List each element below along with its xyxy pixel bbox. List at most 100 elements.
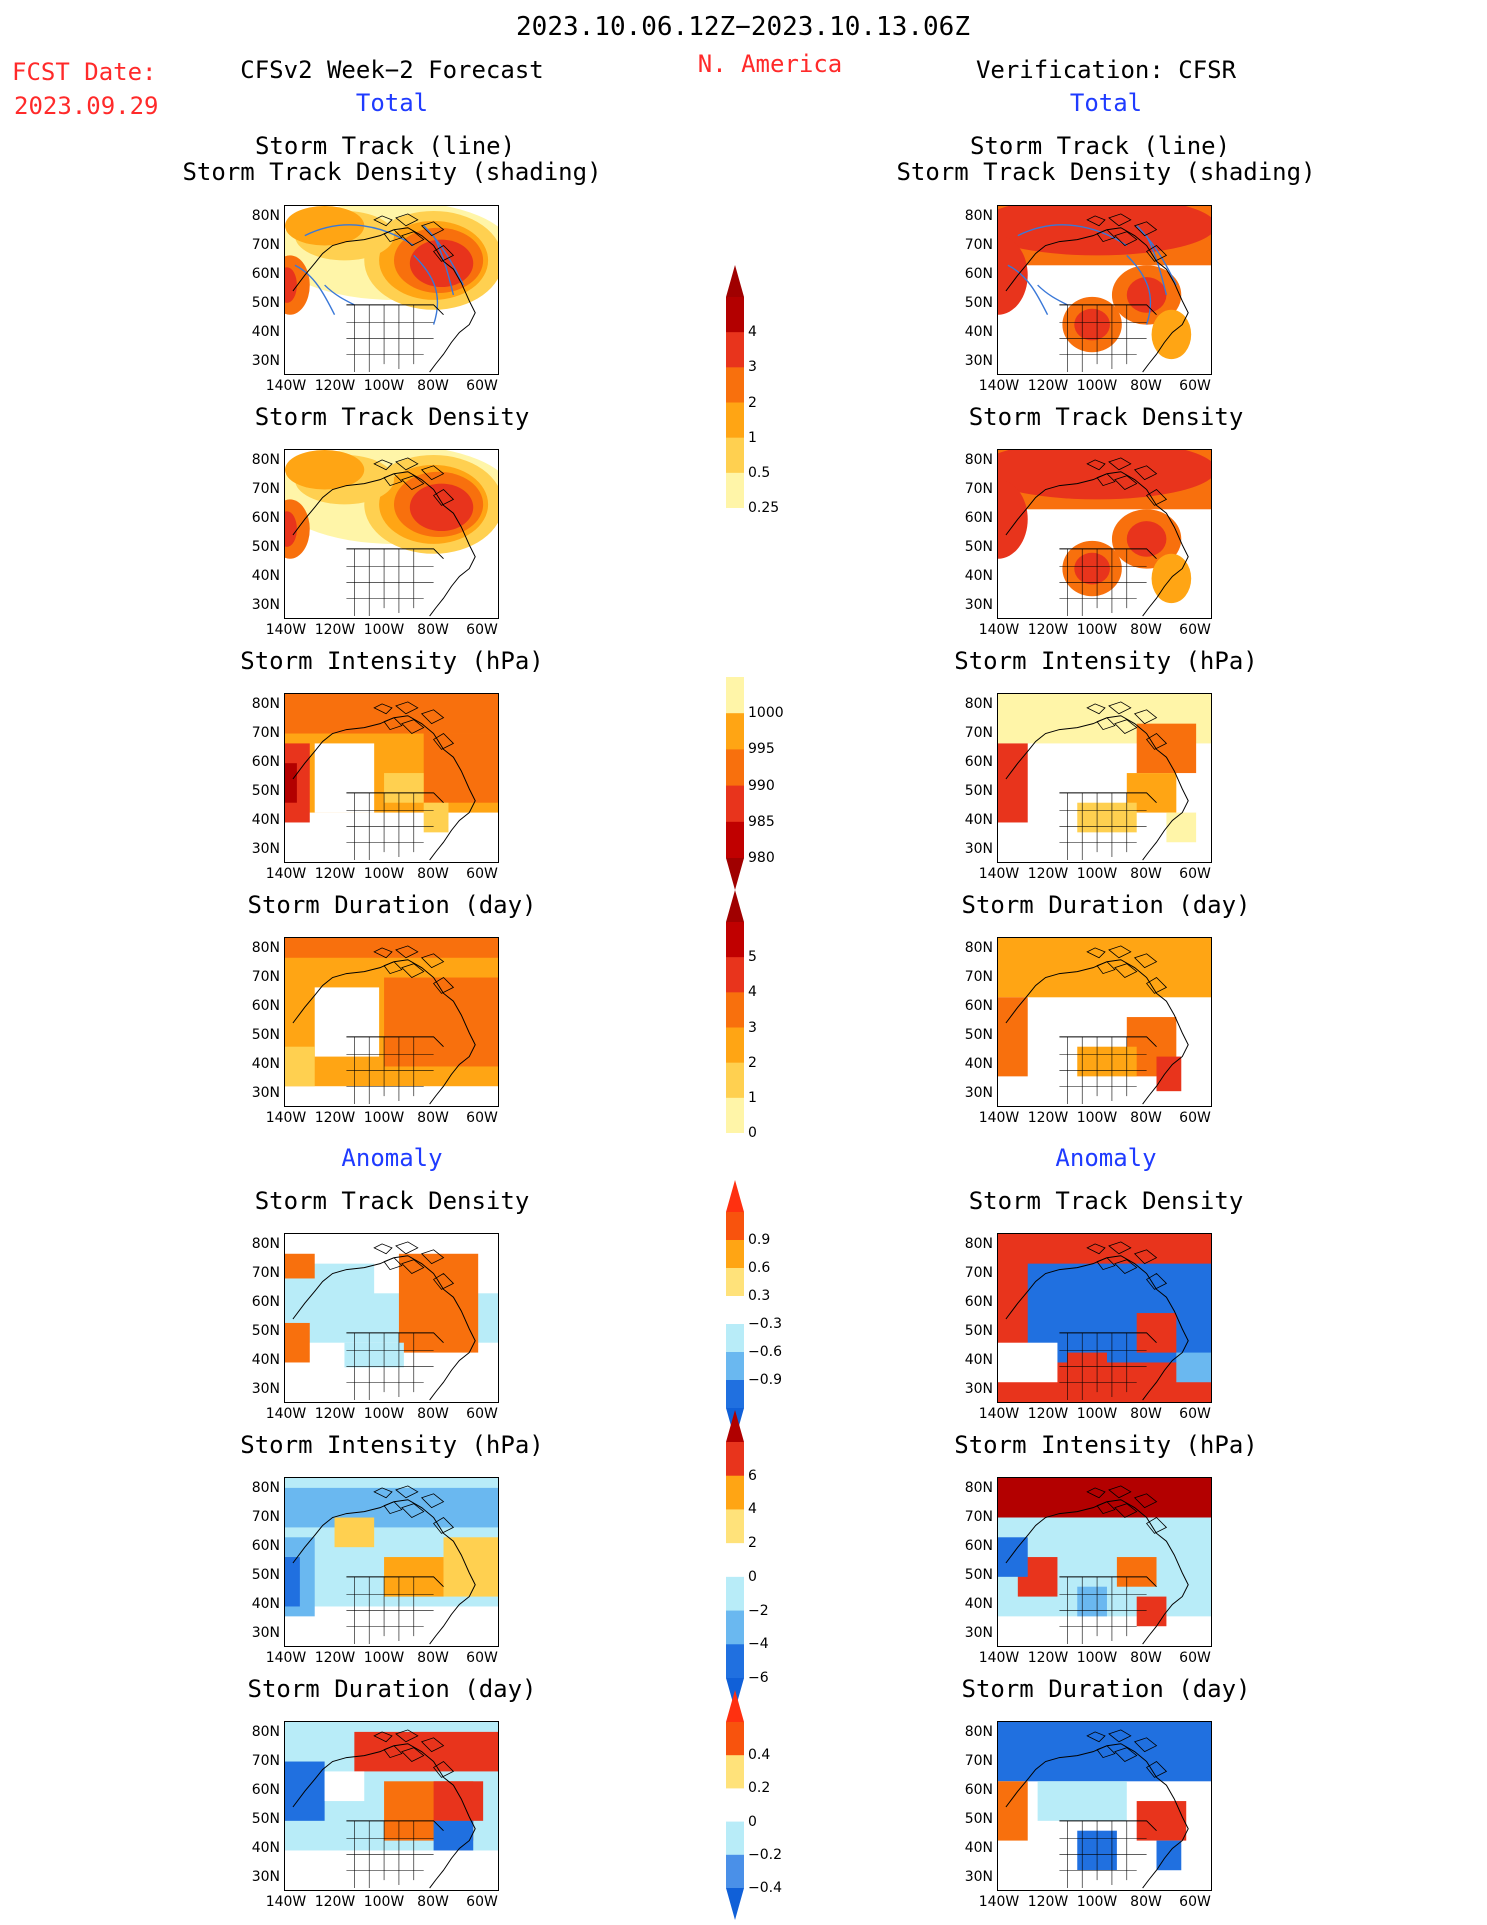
lon-tick-label: 60W	[466, 1406, 498, 1422]
right-panel2-title: Storm Track Density	[968, 403, 1244, 431]
lat-tick-label: 40N	[251, 568, 280, 584]
lon-tick-label: 140W	[265, 1894, 307, 1910]
lat-tick-label: 30N	[251, 1381, 280, 1397]
lat-tick-label: 50N	[251, 1567, 280, 1583]
lon-tick-label: 60W	[1179, 622, 1211, 638]
lat-tick-label: 80N	[251, 1480, 280, 1496]
lon-tick-label: 100W	[363, 1894, 405, 1910]
colorbar-label: −4	[748, 1636, 769, 1653]
lat-tick-label: 40N	[964, 1596, 993, 1612]
colorbar-label: 1000	[748, 705, 784, 722]
lat-tick-label: 40N	[964, 1352, 993, 1368]
lat-tick-label: 50N	[251, 783, 280, 799]
lon-tick-label: 80W	[417, 1110, 449, 1126]
left-density-map	[284, 449, 499, 619]
right-panel4-title: Storm Duration (day)	[961, 891, 1251, 919]
right-duration-map	[997, 937, 1212, 1107]
colorbar-label: 4	[748, 984, 757, 1001]
colorbar-intensity_anom	[726, 1410, 744, 1710]
left-duration-anom-map	[284, 1721, 499, 1891]
lat-tick-label: 60N	[964, 1538, 993, 1554]
lat-tick-label: 30N	[964, 841, 993, 857]
lat-tick-label: 60N	[251, 1294, 280, 1310]
lat-tick-label: 60N	[964, 1782, 993, 1798]
colorbar-label: 3	[748, 359, 757, 376]
lat-tick-label: 30N	[251, 1869, 280, 1885]
lon-tick-label: 120W	[314, 1406, 356, 1422]
lat-tick-label: 80N	[251, 940, 280, 956]
lon-tick-label: 120W	[314, 1650, 356, 1666]
lat-tick-label: 70N	[964, 481, 993, 497]
lat-tick-label: 70N	[964, 237, 993, 253]
colorbar-label: 0.3	[748, 1288, 771, 1304]
colorbar-label: 0.9	[748, 1232, 771, 1248]
lon-tick-label: 80W	[1130, 1110, 1162, 1126]
lon-tick-label: 100W	[363, 1650, 405, 1666]
lon-tick-label: 80W	[1130, 1894, 1162, 1910]
lon-tick-label: 100W	[363, 378, 405, 394]
colorbar-label: 0.4	[748, 1747, 771, 1764]
lat-tick-label: 70N	[964, 969, 993, 985]
lon-tick-label: 140W	[978, 1110, 1020, 1126]
lat-tick-label: 50N	[964, 783, 993, 799]
lat-tick-label: 80N	[964, 1236, 993, 1252]
lon-tick-label: 100W	[363, 1110, 405, 1126]
lat-tick-label: 60N	[251, 998, 280, 1014]
lon-tick-label: 60W	[466, 1110, 498, 1126]
lon-tick-label: 140W	[265, 1406, 307, 1422]
lat-tick-label: 70N	[251, 1265, 280, 1281]
lon-tick-label: 60W	[1179, 1406, 1211, 1422]
colorbar-label: 0	[748, 1125, 757, 1141]
lat-tick-label: 60N	[251, 266, 280, 282]
colorbar-label: 6	[748, 1467, 757, 1484]
lon-tick-label: 100W	[363, 622, 405, 638]
lon-tick-label: 140W	[265, 1110, 307, 1126]
left-total-label: Total	[355, 89, 429, 117]
colorbar-label: −2	[748, 1602, 769, 1619]
lat-tick-label: 50N	[251, 295, 280, 311]
lon-tick-label: 140W	[265, 378, 307, 394]
lon-tick-label: 60W	[466, 1650, 498, 1666]
colorbar-label: 995	[748, 741, 775, 758]
colorbar-label: 5	[748, 949, 757, 966]
lon-tick-label: 100W	[1076, 1650, 1118, 1666]
left-panel3-title: Storm Intensity (hPa)	[240, 647, 544, 675]
lat-tick-label: 60N	[964, 1294, 993, 1310]
fcst-date-value: 2023.09.29	[14, 92, 159, 120]
lon-tick-label: 100W	[1076, 1110, 1118, 1126]
lat-tick-label: 70N	[251, 725, 280, 741]
colorbar-density_anom	[726, 1180, 744, 1440]
lon-tick-label: 80W	[1130, 1650, 1162, 1666]
left-density-anom-map	[284, 1233, 499, 1403]
colorbar-label: 3	[748, 1019, 757, 1036]
lat-tick-label: 80N	[964, 208, 993, 224]
lon-tick-label: 140W	[978, 866, 1020, 882]
lat-tick-label: 70N	[251, 969, 280, 985]
lon-tick-label: 100W	[1076, 866, 1118, 882]
lat-tick-label: 50N	[251, 539, 280, 555]
lon-tick-label: 80W	[417, 1894, 449, 1910]
lat-tick-label: 30N	[251, 597, 280, 613]
lon-tick-label: 120W	[314, 1110, 356, 1126]
lat-tick-label: 40N	[964, 324, 993, 340]
right-total-label: Total	[1069, 89, 1143, 117]
colorbar-label: 2	[748, 1535, 757, 1552]
lon-tick-label: 80W	[1130, 1406, 1162, 1422]
lat-tick-label: 70N	[251, 237, 280, 253]
lon-tick-label: 120W	[1027, 1894, 1069, 1910]
colorbar-label: 990	[748, 777, 775, 794]
lat-tick-label: 30N	[964, 1085, 993, 1101]
colorbar-label: 1	[748, 429, 757, 446]
left-model-title: CFSv2 Week−2 Forecast	[240, 56, 544, 84]
colorbar-label: −0.3	[748, 1316, 782, 1332]
colorbar-label: 0.5	[748, 464, 771, 481]
colorbar-label: 1	[748, 1089, 757, 1106]
lat-tick-label: 50N	[964, 1811, 993, 1827]
lat-tick-label: 80N	[251, 1724, 280, 1740]
lon-tick-label: 60W	[1179, 1110, 1211, 1126]
lat-tick-label: 70N	[964, 1509, 993, 1525]
lat-tick-label: 50N	[964, 1027, 993, 1043]
lon-tick-label: 80W	[1130, 866, 1162, 882]
right-intensity-map	[997, 693, 1212, 863]
colorbar-label: 2	[748, 1054, 757, 1071]
